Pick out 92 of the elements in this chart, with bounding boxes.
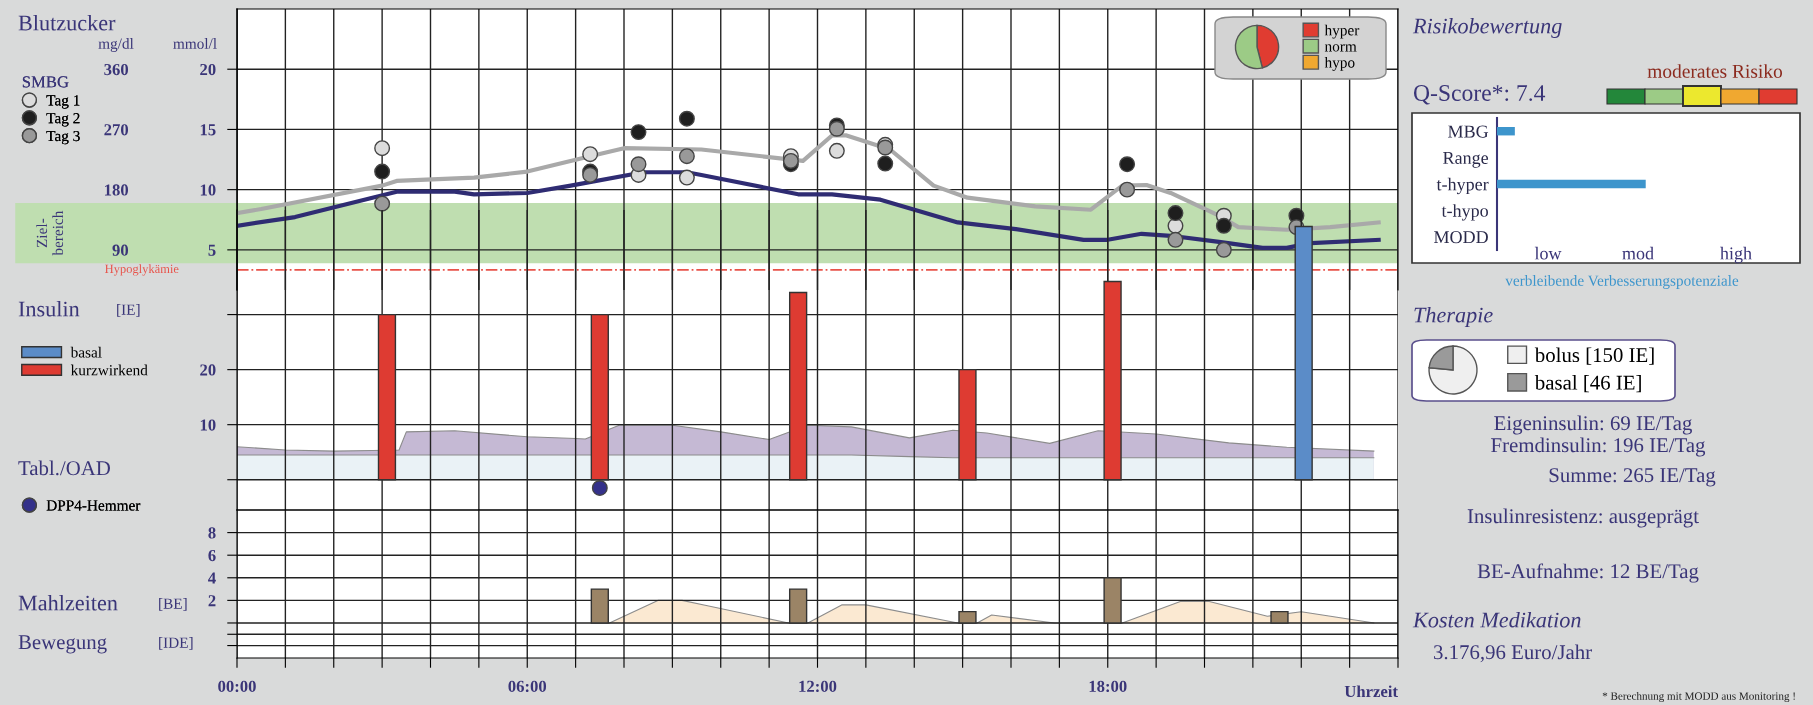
point (374, 163, 391, 180)
text: high (1720, 246, 1752, 264)
y-tick-label: t-hyper (1436, 177, 1489, 195)
point (678, 169, 695, 186)
bar (788, 291, 808, 481)
annotation: low (1534, 246, 1562, 260)
point (678, 148, 695, 165)
text: Insulinresistenz: ausgeprägt (1467, 508, 1699, 528)
text: Mahlzeiten (18, 594, 118, 611)
text: Eigeninsulin: 69 IE/Tag (1494, 415, 1692, 435)
point (374, 140, 391, 157)
point (1119, 181, 1136, 198)
bar (958, 610, 977, 624)
text: [IDE] (159, 637, 193, 650)
chart-title: Therapie (1414, 306, 1493, 328)
legend-label: DPP4-Hemmer (46, 500, 141, 511)
y-axis-title: [IE] (117, 304, 140, 317)
point (1119, 156, 1136, 173)
x-tick-label: 12:00 (799, 680, 837, 693)
y2-tick-label: 15 (200, 124, 216, 136)
point (678, 110, 695, 127)
text: Kosten Medikation (1412, 611, 1581, 628)
legend-label: bolus [150 IE] (1534, 347, 1654, 365)
text: Summe: 265 IE/Tag (1549, 468, 1716, 487)
y-axis-title: [BE] (159, 598, 187, 611)
text: BE-Aufnahme: 12 BE/Tag (1477, 563, 1699, 583)
legend-label: basal [46 IE] (1534, 375, 1641, 393)
y-tick-label: Range (1443, 152, 1489, 168)
point (1215, 241, 1232, 258)
text: verbleibende Verbesserungspotenziale (1505, 275, 1739, 289)
legend-label: hyper (1324, 24, 1360, 39)
legend-label: Tag 2 (46, 113, 80, 127)
bar (377, 313, 397, 481)
legend-label: basal (70, 346, 102, 358)
point (1167, 205, 1184, 222)
point (582, 146, 599, 163)
point (1215, 217, 1232, 234)
pie-slice (1428, 345, 1478, 395)
legend-label: hypo (1324, 56, 1355, 71)
bar (958, 368, 977, 481)
ref-line-label: Hypoglykämie (105, 264, 179, 276)
legend-title: SMBG (22, 76, 69, 88)
y-axis-title: mg/dl (98, 38, 134, 52)
legend-label: kurzwirkend (70, 364, 148, 376)
y-tick-label: 180 (105, 184, 129, 196)
y-tick-label: 10 (200, 419, 216, 431)
bar (1103, 577, 1122, 624)
legend-label: Tag 3 (46, 130, 80, 145)
bar (1270, 610, 1289, 624)
y-tick-label: MBG (1448, 125, 1489, 138)
chart-title: Blutzucker (18, 14, 116, 31)
y-tick-label: 20 (200, 364, 216, 376)
text: moderates Risiko (1647, 64, 1783, 78)
text: Q-Score*: 7.4 (1413, 85, 1546, 105)
y-tick-label: 4 (208, 572, 216, 584)
point (828, 142, 845, 159)
x-axis-title: Uhrzeit (1344, 685, 1398, 698)
text: Tabl./OAD (18, 460, 111, 476)
y-tick-label: 270 (104, 124, 129, 136)
bar (1103, 280, 1122, 481)
text: Fremdinsulin: 196 IE/Tag (1491, 437, 1706, 457)
legend-label: Tag 1 (46, 95, 80, 109)
text: Insulin (18, 300, 80, 317)
point (877, 155, 894, 172)
x-tick-label: 18:00 (1089, 680, 1127, 693)
bar (590, 313, 609, 481)
point (374, 195, 391, 212)
y2-axis-title: mmol/l (173, 38, 217, 49)
legend-label: norm (1324, 44, 1357, 52)
text: Bewegung (18, 635, 107, 654)
y-tick-label: t-hypo (1441, 204, 1488, 221)
chart-title: Risikobewertung (1412, 17, 1562, 39)
bar (788, 588, 808, 624)
band-label: Ziel- bereich (36, 210, 64, 256)
y-tick-label: 6 (208, 549, 216, 562)
text: 3.176,96 Euro/Jahr (1434, 644, 1592, 663)
bar (1294, 225, 1313, 481)
annotation: mod (1622, 246, 1654, 260)
x-tick-label: 06:00 (508, 680, 547, 693)
text: * Berechnung mit MODD aus Monitoring ! (1602, 691, 1795, 703)
point (630, 124, 647, 141)
x-tick-label: 00:00 (218, 680, 256, 693)
y-tick-label: 2 (208, 595, 216, 607)
y-tick-label: 8 (208, 527, 216, 539)
bar (590, 588, 609, 624)
point (782, 152, 799, 169)
point (1167, 231, 1184, 248)
point (630, 156, 647, 173)
y-tick-label: MODD (1434, 231, 1488, 244)
y-tick-label: 90 (112, 244, 129, 256)
y-tick-label: 360 (104, 63, 129, 76)
y2-tick-label: 5 (208, 244, 216, 256)
